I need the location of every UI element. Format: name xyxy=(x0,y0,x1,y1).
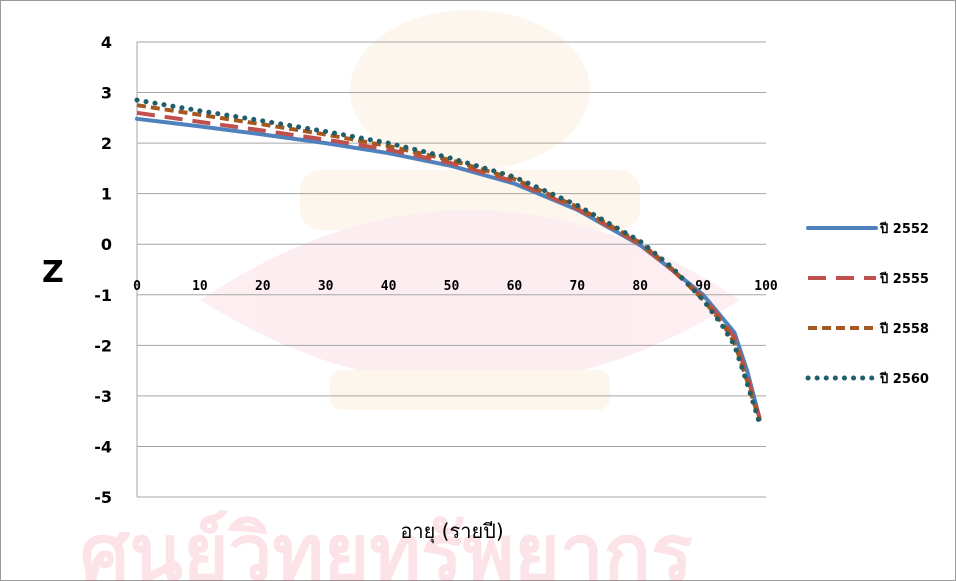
series-lines xyxy=(134,97,763,427)
legend-label-3: ปี 2560 xyxy=(879,371,929,387)
x-tick-label: 0 xyxy=(133,279,141,294)
x-tick-label: 40 xyxy=(381,279,397,294)
y-tick-label: -5 xyxy=(94,488,112,507)
x-tick-label: 30 xyxy=(318,279,334,294)
y-tick-label: 0 xyxy=(101,235,112,254)
x-tick-label: 70 xyxy=(569,279,585,294)
legend-label-1: ปี 2555 xyxy=(879,271,929,287)
legend: ปี 2552 ปี 2555 ปี 2558 ปี 2560 xyxy=(805,221,929,387)
y-tick-label: -2 xyxy=(94,336,112,355)
svg-text:ศูนย์วิทยทรัพยากร: ศูนย์วิทยทรัพยากร xyxy=(80,508,693,581)
x-tick-label: 50 xyxy=(444,279,460,294)
x-axis-label: อายุ (รายปี) xyxy=(400,519,503,544)
x-tick-label: 10 xyxy=(192,279,208,294)
x-tick-label: 60 xyxy=(507,279,523,294)
y-tick-label: -3 xyxy=(94,387,112,406)
y-tick-label: 1 xyxy=(101,185,112,204)
legend-label-2: ปี 2558 xyxy=(879,321,929,337)
x-tick-label: 80 xyxy=(632,279,648,294)
y-axis-ticks: 4 3 2 1 0 -1 -2 -3 -4 -5 xyxy=(94,33,112,507)
x-axis-ticks: 0 10 20 30 40 50 60 70 80 90 100 xyxy=(133,279,778,294)
y-tick-label: 4 xyxy=(101,33,112,52)
x-tick-label: 20 xyxy=(255,279,271,294)
gridlines xyxy=(136,41,766,498)
x-tick-label: 100 xyxy=(754,279,778,294)
y-tick-label: 2 xyxy=(101,134,112,153)
y-tick-label: -1 xyxy=(94,286,112,305)
legend-label-0: ปี 2552 xyxy=(879,221,929,237)
y-axis-label: Z xyxy=(42,255,64,290)
series-line-3 xyxy=(134,97,763,427)
y-tick-label: -4 xyxy=(94,437,112,456)
y-tick-label: 3 xyxy=(101,84,112,103)
